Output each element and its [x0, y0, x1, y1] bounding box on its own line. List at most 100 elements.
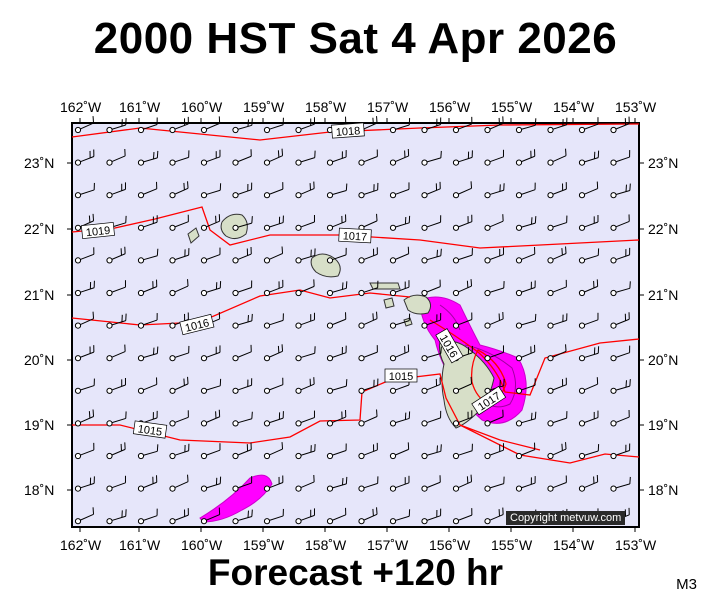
lat-label-right: 22˚N — [648, 221, 679, 237]
wind-barb — [484, 409, 504, 427]
wind-barb — [326, 379, 348, 394]
wind-barb — [137, 346, 159, 362]
wind-barb — [578, 181, 599, 199]
wind-barb — [232, 411, 253, 427]
wind-barb — [421, 117, 442, 134]
wind-barb — [610, 183, 631, 199]
wind-barb — [263, 442, 284, 460]
map-title: 2000 HST Sat 4 Apr 2026 — [93, 14, 618, 63]
lat-label-left: 22˚N — [24, 221, 55, 237]
isobar-1017-north — [71, 206, 640, 249]
model-code: M3 — [676, 576, 697, 593]
wind-barb — [137, 117, 158, 134]
wind-barb — [295, 150, 316, 166]
lon-label-bottom: 161˚W — [119, 537, 161, 553]
island-molokai — [369, 282, 401, 290]
wind-barb — [452, 150, 473, 166]
wind-barb — [515, 378, 536, 394]
wind-barb — [74, 442, 95, 460]
lon-label-bottom: 153˚W — [615, 537, 657, 553]
wind-barb — [610, 345, 631, 362]
wind-barb — [169, 474, 189, 492]
wind-barb — [484, 149, 504, 166]
lon-label-top: 157˚W — [367, 99, 409, 115]
lon-label-top: 156˚W — [429, 99, 471, 115]
wind-barb — [169, 150, 190, 166]
wind-barb — [137, 181, 158, 199]
wind-barb — [200, 476, 222, 492]
wind-barb — [452, 508, 473, 525]
wind-barb — [610, 214, 630, 231]
wind-barb — [547, 377, 567, 394]
lon-label-bottom: 160˚W — [181, 537, 223, 553]
wind-barb — [358, 247, 378, 264]
wind-barb — [452, 181, 473, 199]
wind-barb — [200, 507, 221, 525]
lon-label-top: 161˚W — [119, 99, 161, 115]
wind-barb — [232, 378, 253, 394]
wind-barb — [358, 476, 379, 492]
lon-label-bottom: 157˚W — [367, 537, 409, 553]
wind-barb — [515, 411, 537, 427]
wind-barb — [358, 149, 378, 166]
wind-barb — [137, 279, 158, 297]
wind-barb — [263, 313, 284, 329]
wind-barb — [326, 507, 347, 525]
wind-barb — [515, 442, 536, 460]
wind-barb — [200, 116, 221, 134]
wind-barb — [263, 148, 284, 166]
wind-barb — [263, 279, 284, 297]
wind-barb — [547, 117, 568, 134]
wind-barb — [137, 377, 158, 394]
wind-barb — [358, 378, 379, 394]
wind-barb — [452, 248, 473, 264]
wind-barb — [74, 182, 95, 199]
wind-barb — [200, 281, 222, 297]
wind-barb — [295, 279, 315, 297]
wind-barb — [232, 118, 253, 134]
forecast-subtitle: Forecast +120 hr — [207, 552, 504, 593]
wind-barb — [295, 181, 315, 199]
wind-barb — [200, 183, 222, 199]
wind-barb — [74, 378, 95, 394]
lon-label-bottom: 159˚W — [243, 537, 285, 553]
wind-barb — [169, 248, 190, 264]
wind-barb — [263, 475, 284, 492]
wind-barb — [263, 182, 284, 199]
wind-barb — [137, 313, 158, 329]
wind-barb — [452, 376, 473, 394]
wind-barb — [295, 474, 315, 492]
wind-barb — [326, 410, 347, 427]
wind-barb — [610, 410, 630, 427]
wind-barb — [326, 183, 348, 199]
wind-barb — [421, 475, 441, 492]
wind-barb — [74, 507, 95, 525]
wind-barb — [74, 116, 95, 134]
rain-area-inner-lines — [439, 304, 516, 408]
wind-barb — [106, 313, 127, 329]
wind-barb — [169, 443, 190, 460]
wind-barb — [421, 150, 442, 166]
wind-barb — [295, 508, 315, 525]
lon-label-top: 155˚W — [491, 99, 533, 115]
wind-barb — [578, 410, 599, 427]
lon-label-bottom: 158˚W — [305, 537, 347, 553]
wind-barb — [547, 182, 567, 199]
wind-barb — [358, 182, 379, 199]
wind-barb — [389, 118, 411, 134]
wind-barb — [421, 313, 442, 329]
wind-barb — [295, 312, 315, 329]
wind-barb — [358, 409, 378, 427]
wind-barb — [200, 214, 221, 231]
wind-barb — [610, 116, 630, 134]
wind-barb — [169, 214, 189, 231]
lon-label-bottom: 162˚W — [60, 537, 102, 553]
wind-barb — [547, 148, 567, 166]
wind-barb — [232, 509, 253, 525]
wind-barb — [326, 312, 347, 329]
lat-label-right: 20˚N — [648, 352, 679, 368]
wind-barb — [232, 344, 252, 362]
wind-barb — [578, 117, 599, 134]
wind-barb — [232, 247, 252, 264]
wind-barb — [106, 475, 126, 492]
